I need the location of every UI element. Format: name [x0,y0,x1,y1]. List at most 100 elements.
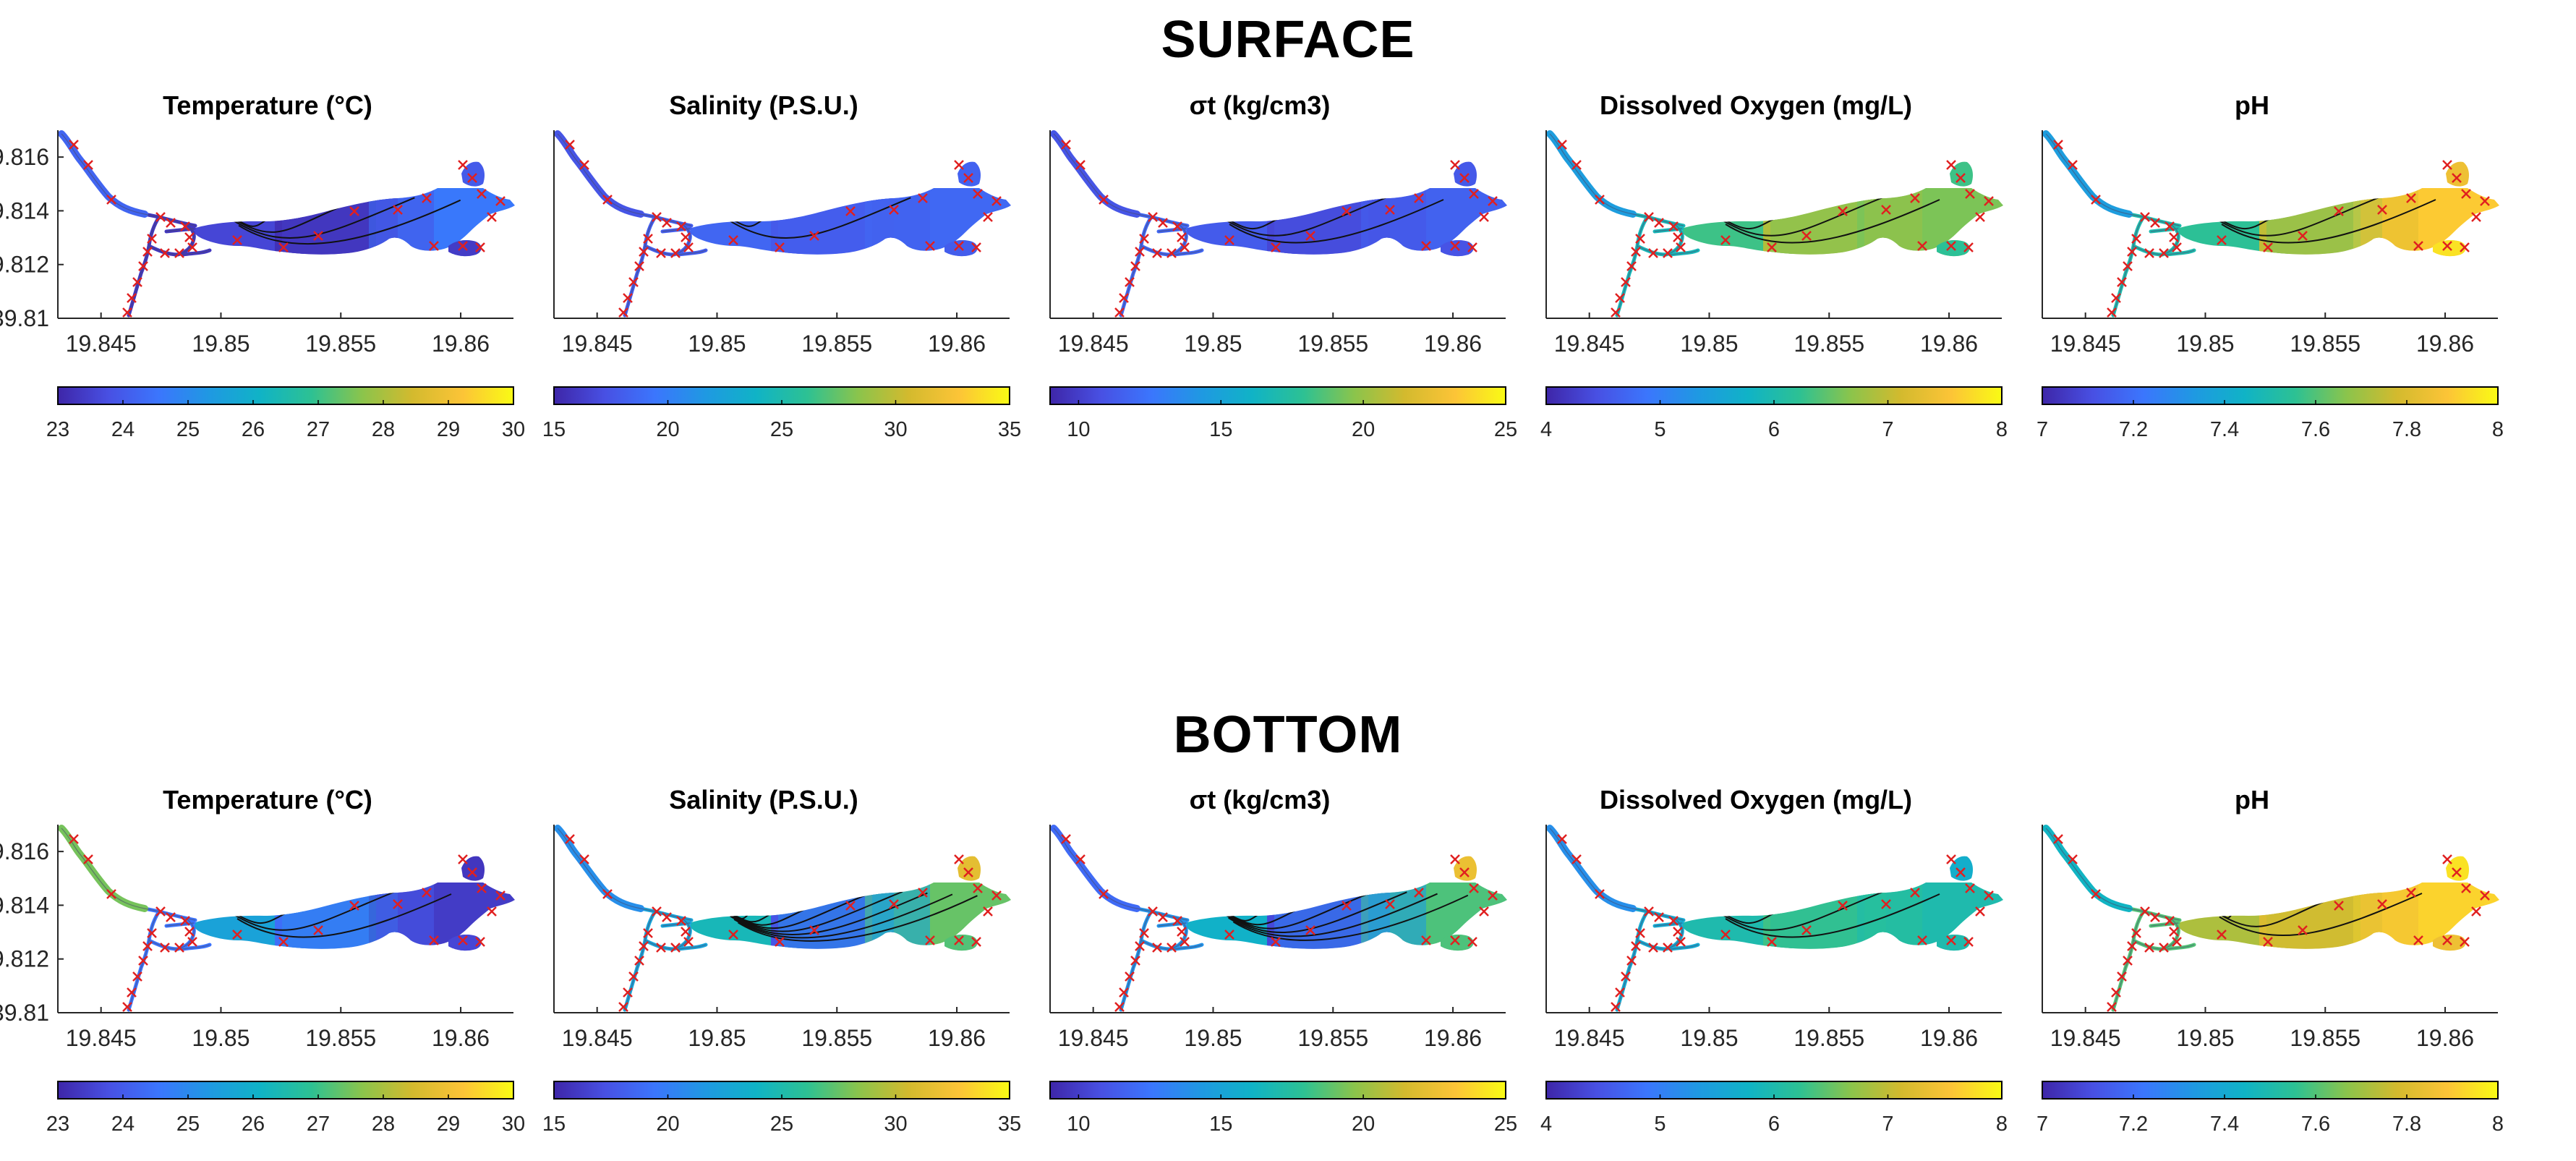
station-marker [681,927,691,937]
colorbar-tick-label: 28 [372,418,395,441]
x-tick-label: 19.85 [2176,1025,2234,1051]
lobe-top [1454,856,1477,881]
station-marker [1917,241,1927,251]
station-marker [1956,173,1966,183]
colorbar-tick-label: 8 [1996,418,2008,441]
station-marker [1557,834,1567,844]
station-marker [106,889,116,899]
station-marker [973,189,983,199]
station-marker [809,925,819,935]
colorbar-tick-label: 15 [1209,1113,1232,1136]
station-marker [2053,834,2063,844]
station-marker [1158,218,1168,228]
panel-title: Dissolved Oxygen (mg/L) [1599,90,1913,120]
colorbar-tick-label: 7 [2037,1113,2048,1136]
station-marker [495,196,506,206]
colorbar-tick-label: 7 [1882,418,1893,441]
station-marker [983,906,993,917]
station-marker [618,1002,628,1012]
lobe-top [2446,161,2469,187]
panel-title: Salinity (P.S.U.) [669,785,858,815]
y-tick-label: 39.816 [0,838,49,864]
station-marker [1720,235,1731,245]
colorbar-tick-label: 7.6 [2301,1113,2330,1136]
map-panel-surface-pH: pH 19.845 19.85 19.855 19.86 7 7.2 7.4 7.6 7.8 8 [2013,90,2504,467]
contour-line [733,893,953,939]
panel-title: pH [2235,785,2269,815]
colorbar-tick-label: 30 [502,418,525,441]
station-marker [2123,261,2133,271]
station-marker [1180,242,1190,252]
sampling-stations [69,834,506,1012]
map-panel-bottom-sigma-t: σt (kg/cm3) 19.845 19.85 19.855 19.86 10 15 20 2… [1021,785,1517,1161]
station-marker [429,935,439,945]
station-marker [2111,987,2121,998]
station-marker [1910,193,1920,203]
station-marker [429,241,439,251]
station-marker [1673,927,1683,937]
station-marker [1615,987,1625,998]
y-tick-label: 39.814 [0,892,49,918]
x-tick-label: 19.845 [66,331,137,357]
map-chart: 19.84519.8519.85519.8639.81639.81439.812… [0,825,525,1136]
contour-line [1203,190,1279,223]
x-tick-label: 19.845 [1554,1025,1625,1051]
x-tick-label: 19.86 [1424,331,1482,357]
station-marker [1467,937,1477,947]
station-marker [278,242,289,252]
station-marker [138,956,148,966]
map-panel-bottom-salinity: Salinity (P.S.U.) 19.845 19.85 19.855 19.86 1… [525,785,1021,1161]
colorbar-tick-label: 7.4 [2210,418,2239,441]
x-tick-label: 19.85 [1680,1025,1738,1051]
station-marker [422,888,432,898]
contour-line [1699,190,1775,223]
station-marker [69,834,79,844]
station-marker [1479,906,1489,917]
station-marker [160,248,170,258]
station-marker [2442,854,2452,864]
station-marker [1673,232,1683,242]
colorbar-tick-label: 24 [111,418,135,441]
x-tick-label: 19.85 [2176,331,2234,357]
colorbar-tick-label: 4 [1540,418,1552,441]
colorbar-tick-label: 10 [1067,418,1090,441]
station-marker [2406,888,2416,898]
station-marker [142,247,153,257]
station-marker [1644,906,1654,917]
station-marker [147,928,157,938]
station-marker [728,930,738,940]
colorbar-tick-label: 20 [656,418,679,441]
station-marker [954,935,964,945]
colorbar [2042,386,2499,405]
station-marker [2165,221,2175,231]
x-tick-label: 19.845 [66,1025,137,1051]
colorbar-tick-label: 26 [242,418,265,441]
station-marker [2091,195,2101,205]
panel-title: Temperature (°C) [163,90,372,120]
station-marker [1963,242,1974,252]
map-chart: 19.845 19.85 19.855 19.86 4 5 6 7 8 [1540,130,2008,441]
station-marker [458,935,468,945]
station-marker [652,906,662,917]
station-marker [1271,242,1281,252]
station-marker [728,235,738,245]
colorbar [57,386,514,405]
x-tick-label: 19.85 [688,331,746,357]
station-marker [579,160,589,170]
contour-line [2212,196,2381,237]
station-marker [1467,242,1477,252]
station-marker [1965,883,1975,893]
station-marker [1061,834,1071,844]
surface-heading: SURFACE [1161,11,1415,69]
station-marker [2452,173,2462,183]
station-marker [422,193,432,203]
station-marker [458,854,468,864]
station-marker [1061,140,1071,150]
map-chart: 19.845 19.85 19.855 19.86 7 7.2 7.4 7.6 7.8 8 [2037,130,2504,441]
station-marker [232,930,242,940]
station-marker [1139,928,1149,938]
colorbar-tick-label: 7 [1882,1113,1893,1136]
station-marker [1421,241,1431,251]
station-marker [565,140,575,150]
station-marker [954,160,964,170]
